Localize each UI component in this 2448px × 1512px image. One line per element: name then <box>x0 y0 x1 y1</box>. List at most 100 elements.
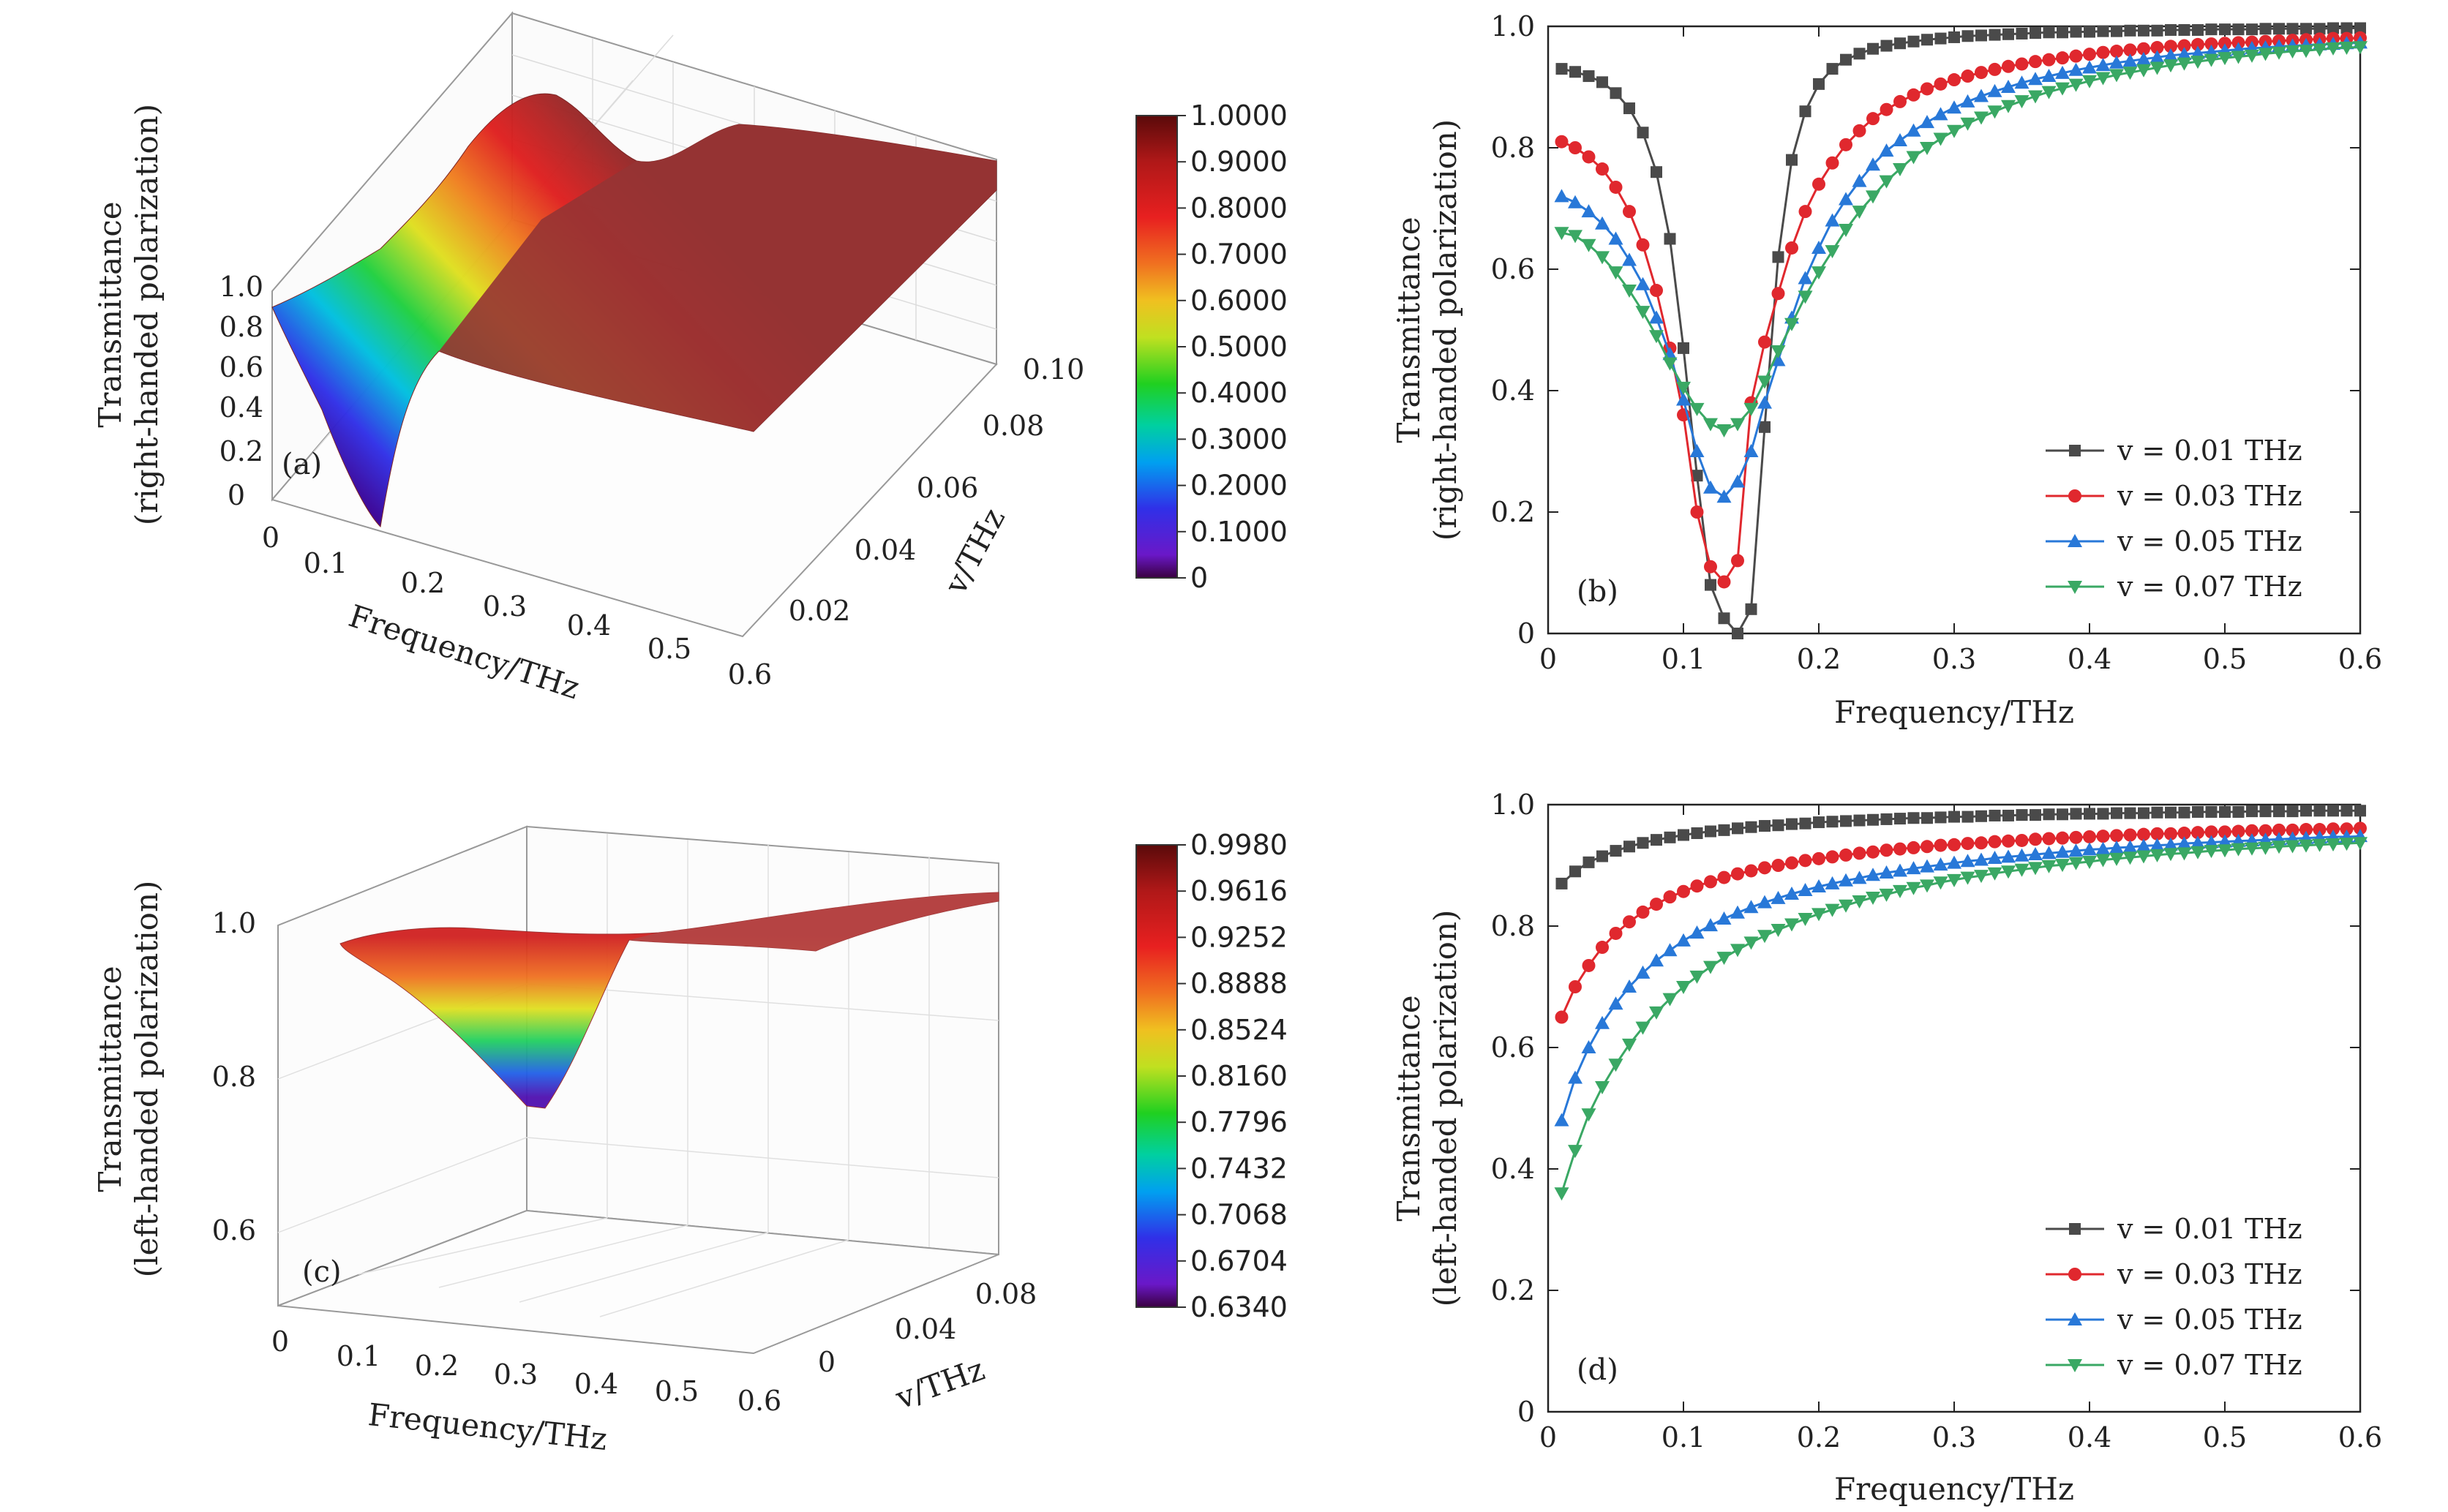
marker-triangle-up <box>1893 133 1907 147</box>
marker-circle <box>1555 135 1569 148</box>
marker-circle <box>2056 831 2069 845</box>
marker-triangle-down <box>1757 375 1772 389</box>
marker-circle <box>1988 835 2002 849</box>
marker-triangle-up <box>2095 841 2111 855</box>
marker-square <box>2232 23 2245 36</box>
a-x-label: Frequency/THz <box>345 598 584 706</box>
marker-square <box>1921 812 1933 824</box>
marker-triangle-down <box>2163 848 2178 862</box>
colorbar-tick-label: 0.5000 <box>1190 331 1288 363</box>
c-z-tick: 1.0 <box>212 907 256 939</box>
marker-circle <box>1636 905 1650 919</box>
a-z-label-2: (right-handed polarization) <box>129 104 165 525</box>
marker-triangle-down <box>2231 843 2246 857</box>
d-y-label-1: Transmittance <box>1391 995 1427 1221</box>
marker-triangle-down <box>2095 854 2111 868</box>
marker-circle <box>1798 854 1812 868</box>
marker-circle <box>2015 833 2029 847</box>
marker-triangle-up <box>1825 213 1840 227</box>
marker-triangle-down <box>2041 86 2057 99</box>
marker-triangle-down <box>2299 839 2313 853</box>
marker-square <box>1989 29 2001 41</box>
legend-label: v = 0.07 THz <box>2117 571 2302 603</box>
marker-square <box>2205 23 2218 36</box>
y-tick-label: 0.6 <box>1491 1031 1535 1064</box>
panel-c-y-ticks: 0 0.04 0.08 <box>818 1278 1037 1378</box>
marker-square <box>1907 812 1920 824</box>
marker-triangle-up <box>2204 835 2219 849</box>
marker-triangle-up <box>1893 863 1907 877</box>
marker-triangle-up <box>1866 868 1880 881</box>
marker-triangle-down <box>1839 224 1853 238</box>
c-x-label: Frequency/THz <box>367 1396 609 1457</box>
marker-triangle-down <box>2353 837 2368 851</box>
marker-square <box>1582 70 1595 83</box>
marker-circle <box>1852 846 1866 860</box>
marker-triangle-up <box>1649 953 1664 967</box>
marker-circle <box>2123 43 2137 57</box>
d-y-label-2: (left-handed polarization) <box>1427 910 1463 1307</box>
marker-square <box>1799 105 1811 118</box>
marker-square <box>2286 805 2299 818</box>
marker-triangle-up <box>1703 480 1718 494</box>
marker-square <box>1732 822 1743 835</box>
marker-circle <box>2177 827 2191 840</box>
marker-circle <box>1785 241 1798 255</box>
marker-square <box>1867 42 1879 55</box>
marker-triangle-down <box>2177 57 2192 71</box>
marker-triangle-down <box>2204 845 2219 859</box>
marker-triangle-down <box>1595 251 1610 265</box>
marker-triangle-down <box>1716 952 1732 966</box>
marker-square <box>2165 806 2177 819</box>
marker-triangle-down <box>2122 851 2138 865</box>
c-y-tick: 0.04 <box>895 1313 957 1345</box>
marker-triangle-down <box>2068 78 2084 92</box>
marker-circle <box>2042 53 2056 67</box>
marker-triangle-up <box>1662 943 1678 957</box>
marker-triangle-down <box>1920 879 1934 893</box>
marker-circle <box>1744 864 1758 878</box>
marker-triangle-down <box>2272 46 2286 60</box>
panel-c-x-ticks: 0 0.1 0.2 0.3 0.4 0.5 0.6 <box>271 1325 781 1417</box>
marker-triangle-up <box>1595 1015 1610 1029</box>
series-triangle-down <box>1554 837 2368 1201</box>
marker-square <box>2313 805 2326 817</box>
marker-triangle-down <box>1879 175 1894 189</box>
marker-triangle-up <box>1554 189 1569 203</box>
marker-triangle-up <box>1595 216 1610 230</box>
marker-triangle-up <box>1879 143 1894 157</box>
marker-triangle-down <box>2028 90 2043 104</box>
x-tick-label: 0.5 <box>2203 643 2247 675</box>
marker-triangle-down <box>1608 266 1623 280</box>
marker-square <box>2340 805 2353 817</box>
panel-a-x-ticks: 0 0.1 0.2 0.3 0.4 0.5 0.6 <box>262 522 772 691</box>
marker-circle <box>1948 73 1961 87</box>
marker-triangle-down <box>2258 841 2273 855</box>
legend-label: v = 0.05 THz <box>2117 525 2302 557</box>
marker-square <box>1975 29 1987 42</box>
x-tick-label: 0 <box>1539 1421 1557 1453</box>
c-x-tick: 0.3 <box>494 1358 538 1391</box>
colorbar-tick-label: 0.4000 <box>1190 377 1288 409</box>
marker-square <box>1813 816 1825 829</box>
marker-circle <box>1690 505 1704 519</box>
y-tick-label: 0.2 <box>1491 496 1535 528</box>
marker-triangle-up <box>1635 965 1651 979</box>
marker-circle <box>2029 55 2042 69</box>
marker-triangle-down <box>1608 1058 1623 1072</box>
marker-square <box>1623 840 1635 853</box>
marker-triangle-down <box>2245 49 2259 63</box>
marker-triangle-up <box>1798 883 1813 897</box>
marker-triangle-down <box>2028 862 2043 876</box>
marker-triangle-down <box>1676 381 1691 395</box>
marker-triangle-up <box>1811 240 1826 254</box>
marker-circle <box>2164 40 2177 53</box>
marker-triangle-down <box>1784 918 1799 932</box>
marker-circle <box>2177 39 2191 53</box>
marker-square <box>1569 66 1581 78</box>
marker-triangle-down <box>1960 117 1975 131</box>
marker-circle <box>1623 205 1636 219</box>
marker-square <box>2273 23 2285 35</box>
marker-triangle-up <box>1906 123 1921 137</box>
marker-triangle-down <box>1784 317 1799 331</box>
